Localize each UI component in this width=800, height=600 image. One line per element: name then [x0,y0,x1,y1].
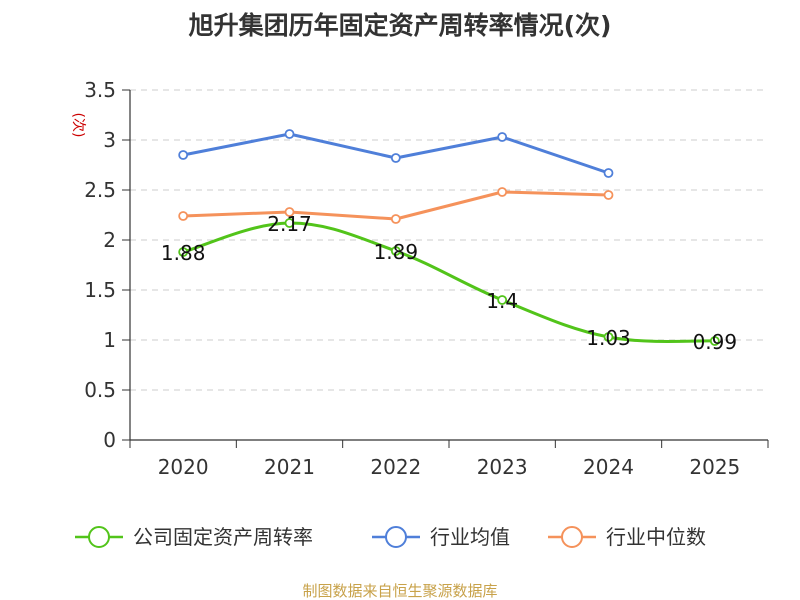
data-point-0 [603,332,614,342]
data-point-2 [497,187,508,197]
data-point-0 [284,218,295,228]
legend-marker [385,526,407,548]
data-point-2 [284,207,295,217]
chart-title: 旭升集团历年固定资产周转率情况(次) [188,11,612,40]
data-point-2 [603,190,614,200]
data-point-2 [178,211,189,221]
data-label: 1.4 [486,289,518,313]
data-point-0 [178,247,189,257]
footer-source: 制图数据来自恒生聚源数据库 [302,582,497,600]
data-point-0 [390,246,401,256]
y-tick-label: 0 [103,428,116,452]
legend-label: 行业均值 [430,525,510,549]
data-label: 2.17 [267,212,312,236]
data-point-1 [390,153,401,163]
y-tick-label: 2 [103,228,116,252]
data-label: 1.88 [161,241,206,265]
legend-label: 公司固定资产周转率 [133,525,313,549]
data-label-layer: 1.88 2.17 1.89 1.4 1.03 0.99 [161,212,737,354]
data-point-0 [709,336,720,346]
y-tick-label: 3 [103,128,116,152]
x-tick-label: 2025 [689,455,740,479]
y-tick-label: 2.5 [84,178,116,202]
y-tick-label: 0.5 [84,378,116,402]
data-label: 0.99 [693,330,738,354]
data-point-1 [497,132,508,142]
legend-marker [561,526,583,548]
legend-marker [88,526,110,548]
data-point-1 [603,168,614,178]
legend-label: 行业中位数 [606,525,706,549]
legend-item-0[interactable]: 公司固定资产周转率 [75,525,313,549]
x-tick-label: 2020 [158,455,209,479]
y-tick-label: 1.5 [84,278,116,302]
y-tick-label: 1 [103,328,116,352]
data-label: 1.03 [586,326,631,350]
axis-layer: 0 0.5 1 1.5 2 2.5 3 3.5 2020 2021 2022 2023 2024 2025 [84,78,769,479]
data-point-2 [390,214,401,224]
x-tick-label: 2023 [477,455,528,479]
x-tick-label: 2021 [264,455,315,479]
y-tick-label: 3.5 [84,78,116,102]
series-layer [178,129,720,346]
data-point-1 [178,150,189,160]
grid-layer [130,89,768,391]
legend: 公司固定资产周转率 行业均值 行业中位数 [75,525,706,549]
data-point-1 [284,129,295,139]
legend-item-2[interactable]: 行业中位数 [548,525,706,549]
x-tick-label: 2024 [583,455,634,479]
data-point-0 [497,295,508,305]
legend-item-1[interactable]: 行业均值 [372,525,510,549]
series-line-0 [182,221,715,343]
data-label: 1.89 [374,240,419,264]
x-tick-label: 2022 [370,455,421,479]
y-axis-label: (次) [70,113,86,138]
